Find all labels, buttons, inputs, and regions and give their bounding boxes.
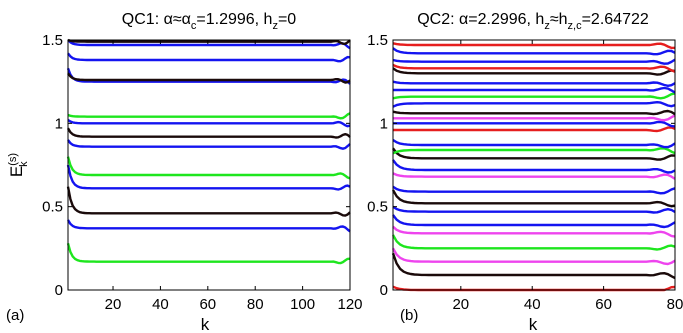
y-tick-label: 0 bbox=[380, 282, 388, 299]
y-tick-label: 0 bbox=[55, 282, 63, 299]
series-line bbox=[392, 172, 676, 180]
title-part: z bbox=[544, 20, 550, 32]
series-line bbox=[392, 147, 676, 155]
panel-label: (b) bbox=[400, 307, 418, 324]
series-line bbox=[393, 120, 676, 128]
series-line bbox=[392, 47, 676, 56]
series-line bbox=[393, 114, 676, 122]
x-tick-label: 40 bbox=[524, 296, 541, 313]
series-line bbox=[391, 189, 676, 208]
series-line bbox=[67, 118, 351, 128]
y-tick-label: 1.5 bbox=[367, 32, 388, 49]
x-tick-label: 20 bbox=[105, 296, 122, 313]
series-line bbox=[67, 52, 351, 63]
series-line bbox=[393, 126, 676, 133]
series-line bbox=[66, 67, 351, 85]
y-label-sub: k bbox=[18, 161, 30, 167]
series-line bbox=[392, 205, 676, 214]
chart-panel-b: 20 40 60 80 0 0.5 1 1.5 QC2: α=2.2996, hz≈hz,c=2… bbox=[367, 11, 683, 333]
series-line bbox=[66, 219, 351, 233]
series-line bbox=[392, 42, 676, 50]
series-line bbox=[391, 234, 676, 251]
plot-frame bbox=[67, 39, 351, 291]
series-line bbox=[392, 147, 676, 161]
series-line bbox=[392, 185, 676, 195]
y-tick-label: 0.5 bbox=[367, 199, 388, 216]
title-part: z,c bbox=[568, 20, 583, 32]
x-axis-label: k bbox=[201, 315, 210, 333]
series-line bbox=[392, 80, 676, 87]
series-line bbox=[67, 112, 351, 120]
y-tick-label: 1 bbox=[55, 115, 63, 132]
series-line bbox=[66, 164, 351, 191]
series-line bbox=[392, 109, 676, 116]
x-tick-label: 80 bbox=[247, 296, 264, 313]
chart-panel-a: 20 40 60 80 100 120 0 0.5 1 1.5 QC1: α≈αc=1.2996, … bbox=[6, 11, 363, 333]
series-line bbox=[392, 58, 676, 65]
x-tick-label: 40 bbox=[152, 296, 169, 313]
plot-frame bbox=[392, 39, 676, 291]
series-line bbox=[392, 159, 676, 174]
title-part: ≈h bbox=[550, 11, 568, 28]
y-tick-label: 1 bbox=[380, 115, 388, 132]
series-line bbox=[392, 101, 676, 108]
x-axis-label: k bbox=[529, 315, 538, 333]
series-line bbox=[66, 186, 351, 217]
series-line bbox=[391, 247, 676, 266]
series-line bbox=[392, 214, 676, 229]
title-part: =2.64722 bbox=[582, 11, 649, 28]
series-line bbox=[393, 86, 676, 94]
series-line bbox=[392, 67, 676, 76]
x-tick-label: 60 bbox=[199, 296, 216, 313]
series-line bbox=[66, 127, 351, 139]
panel-label: (a) bbox=[6, 307, 24, 324]
title-part: QC2: α=2.2996, h bbox=[417, 11, 544, 28]
series-line bbox=[67, 72, 351, 84]
series-line bbox=[392, 63, 676, 73]
y-tick-label: 0.5 bbox=[42, 199, 63, 216]
series-line bbox=[392, 225, 676, 238]
series-line bbox=[66, 156, 351, 180]
series-line bbox=[66, 242, 351, 265]
y-axis-label-group: E(s)k bbox=[7, 153, 30, 177]
series-line bbox=[392, 138, 676, 149]
y-label-sup: (s) bbox=[7, 153, 19, 166]
series-line bbox=[67, 139, 351, 150]
x-tick-label: 100 bbox=[290, 296, 315, 313]
title-part: QC1: α≈α bbox=[122, 11, 191, 28]
y-tick-label: 1.5 bbox=[42, 32, 63, 49]
title-part: c bbox=[191, 20, 197, 32]
series-line bbox=[67, 38, 351, 45]
title-part: =1.2996, h bbox=[196, 11, 272, 28]
y-axis-label: E(s)k bbox=[7, 153, 30, 177]
title-part: =0 bbox=[278, 11, 296, 28]
series-line bbox=[391, 252, 676, 280]
x-tick-label: 80 bbox=[667, 296, 683, 313]
y-label-main: E bbox=[7, 166, 26, 177]
chart-title: QC1: α≈αc=1.2996, hz=0 bbox=[122, 11, 297, 32]
chart-title: QC2: α=2.2996, hz≈hz,c=2.64722 bbox=[417, 11, 649, 32]
x-tick-label: 60 bbox=[595, 296, 612, 313]
x-tick-label: 20 bbox=[452, 296, 469, 313]
x-tick-label: 120 bbox=[337, 296, 362, 313]
series-line bbox=[392, 92, 676, 100]
series-line bbox=[67, 39, 351, 50]
title-part: z bbox=[272, 20, 278, 32]
